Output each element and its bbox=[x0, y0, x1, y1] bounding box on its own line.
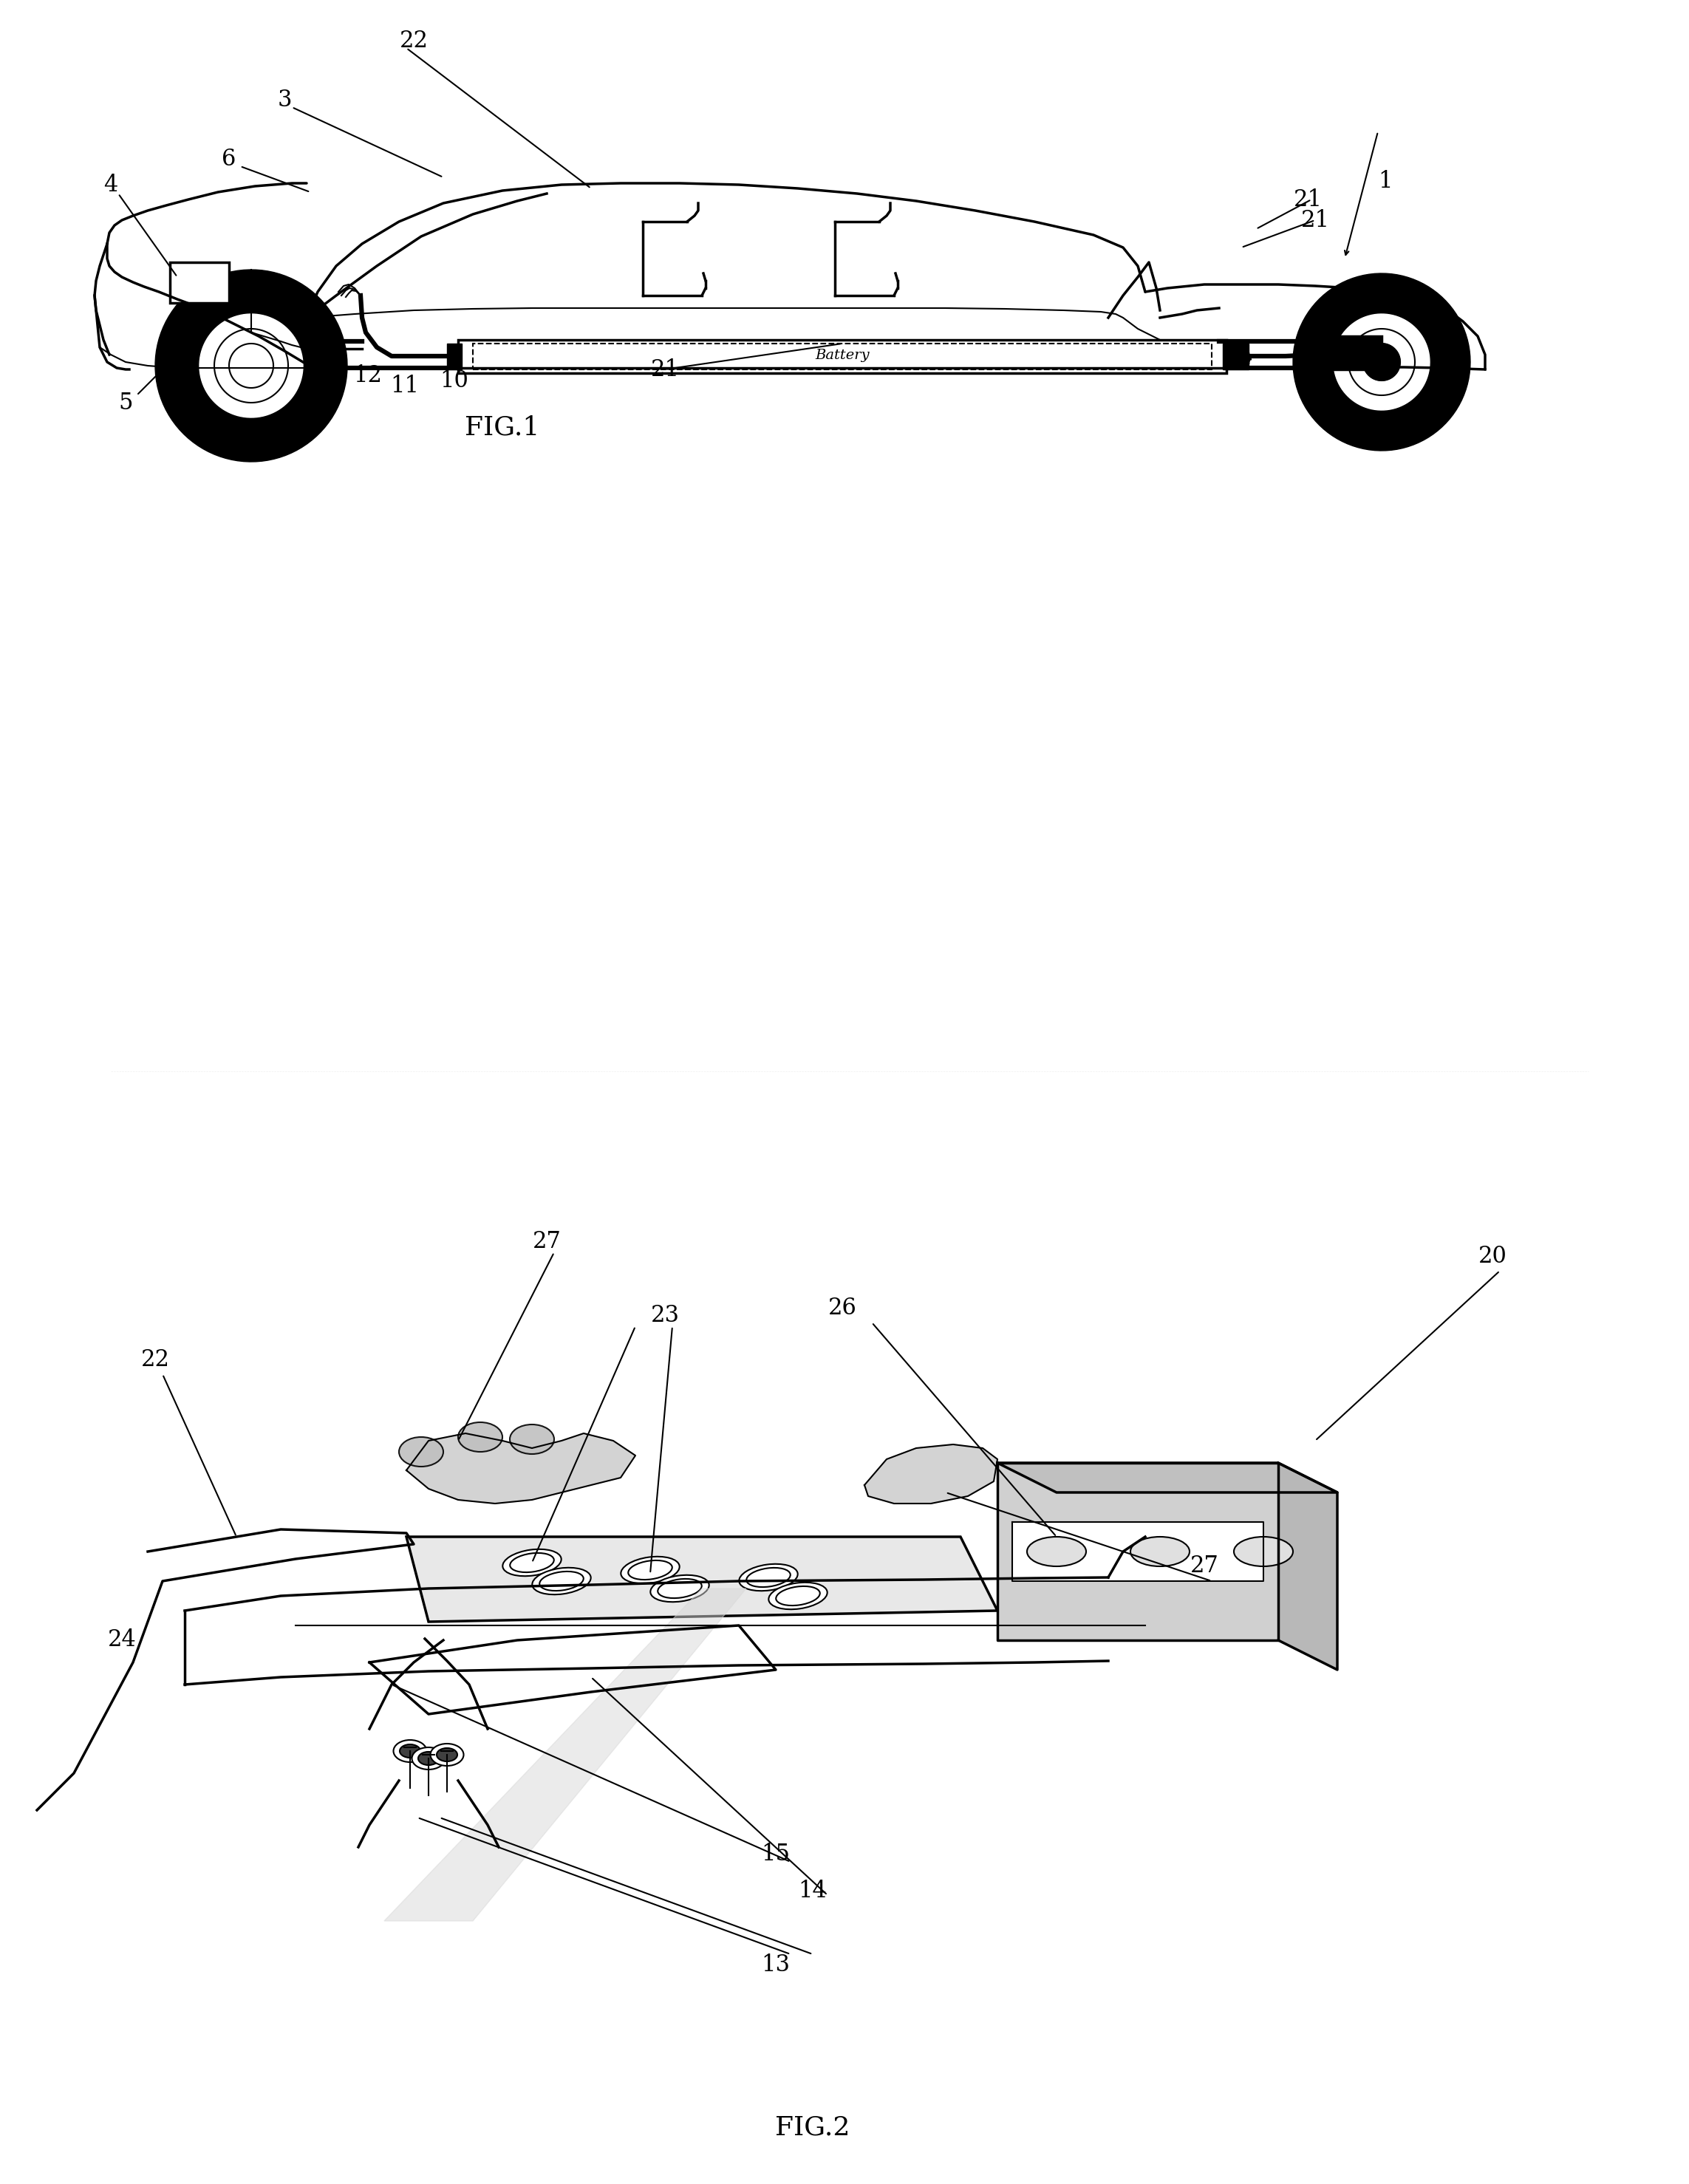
Ellipse shape bbox=[768, 1583, 828, 1610]
Polygon shape bbox=[1334, 314, 1429, 411]
Text: 23: 23 bbox=[650, 1304, 679, 1326]
Text: 12: 12 bbox=[353, 365, 382, 387]
Ellipse shape bbox=[539, 1572, 583, 1590]
Polygon shape bbox=[998, 1463, 1338, 1492]
Text: 10: 10 bbox=[441, 369, 470, 391]
Ellipse shape bbox=[740, 1564, 797, 1590]
Text: 4: 4 bbox=[103, 173, 118, 197]
Polygon shape bbox=[199, 314, 302, 417]
Polygon shape bbox=[1279, 1463, 1338, 1671]
Ellipse shape bbox=[510, 1553, 554, 1572]
Ellipse shape bbox=[399, 1437, 443, 1468]
Text: 11: 11 bbox=[390, 373, 419, 397]
Bar bbox=[171, 262, 230, 304]
Ellipse shape bbox=[622, 1557, 679, 1583]
Ellipse shape bbox=[628, 1559, 672, 1579]
Text: 27: 27 bbox=[532, 1230, 561, 1254]
Text: FIG.2: FIG.2 bbox=[775, 2116, 850, 2140]
Ellipse shape bbox=[657, 1579, 701, 1599]
Text: FIG.1: FIG.1 bbox=[464, 415, 540, 439]
Ellipse shape bbox=[532, 1568, 591, 1594]
Polygon shape bbox=[407, 1433, 635, 1503]
Bar bbox=[458, 341, 1226, 373]
Polygon shape bbox=[383, 1588, 747, 1922]
Ellipse shape bbox=[1235, 1538, 1294, 1566]
Text: 26: 26 bbox=[828, 1297, 856, 1319]
Ellipse shape bbox=[394, 1741, 427, 1762]
Text: 15: 15 bbox=[762, 1843, 790, 1865]
Ellipse shape bbox=[503, 1548, 561, 1577]
Polygon shape bbox=[1363, 343, 1400, 380]
Text: 22: 22 bbox=[140, 1348, 169, 1372]
Polygon shape bbox=[155, 269, 348, 461]
Polygon shape bbox=[998, 1463, 1279, 1640]
Text: 27: 27 bbox=[1191, 1555, 1219, 1577]
Text: 22: 22 bbox=[399, 28, 427, 52]
Ellipse shape bbox=[650, 1575, 709, 1601]
Text: 1: 1 bbox=[1378, 170, 1392, 192]
Ellipse shape bbox=[747, 1568, 790, 1588]
Text: 24: 24 bbox=[108, 1629, 137, 1651]
Ellipse shape bbox=[775, 1586, 819, 1605]
Polygon shape bbox=[865, 1444, 998, 1503]
Ellipse shape bbox=[510, 1424, 554, 1455]
Polygon shape bbox=[1294, 273, 1471, 450]
Text: Battery: Battery bbox=[816, 349, 870, 363]
Ellipse shape bbox=[400, 1745, 421, 1758]
Polygon shape bbox=[1223, 343, 1248, 369]
Polygon shape bbox=[230, 343, 274, 389]
Ellipse shape bbox=[437, 1747, 458, 1760]
Text: 5: 5 bbox=[118, 391, 133, 415]
Ellipse shape bbox=[419, 1752, 439, 1765]
Text: 20: 20 bbox=[1478, 1245, 1507, 1267]
Ellipse shape bbox=[412, 1747, 446, 1769]
Text: 21: 21 bbox=[650, 358, 679, 380]
Bar bbox=[473, 343, 1211, 369]
Polygon shape bbox=[1012, 1522, 1263, 1581]
Polygon shape bbox=[407, 1538, 998, 1623]
Text: 14: 14 bbox=[799, 1880, 828, 1902]
Ellipse shape bbox=[1130, 1538, 1189, 1566]
Text: 7: 7 bbox=[329, 352, 343, 373]
Ellipse shape bbox=[1027, 1538, 1086, 1566]
Polygon shape bbox=[448, 343, 461, 369]
Text: 3: 3 bbox=[277, 87, 292, 111]
Ellipse shape bbox=[458, 1422, 502, 1452]
Bar bbox=[1329, 336, 1382, 369]
Text: 6: 6 bbox=[221, 146, 236, 170]
Ellipse shape bbox=[431, 1743, 463, 1767]
Text: 20: 20 bbox=[1393, 295, 1422, 319]
Text: 21: 21 bbox=[1294, 188, 1322, 212]
Text: 13: 13 bbox=[762, 1955, 790, 1977]
Text: 21: 21 bbox=[1301, 210, 1329, 232]
